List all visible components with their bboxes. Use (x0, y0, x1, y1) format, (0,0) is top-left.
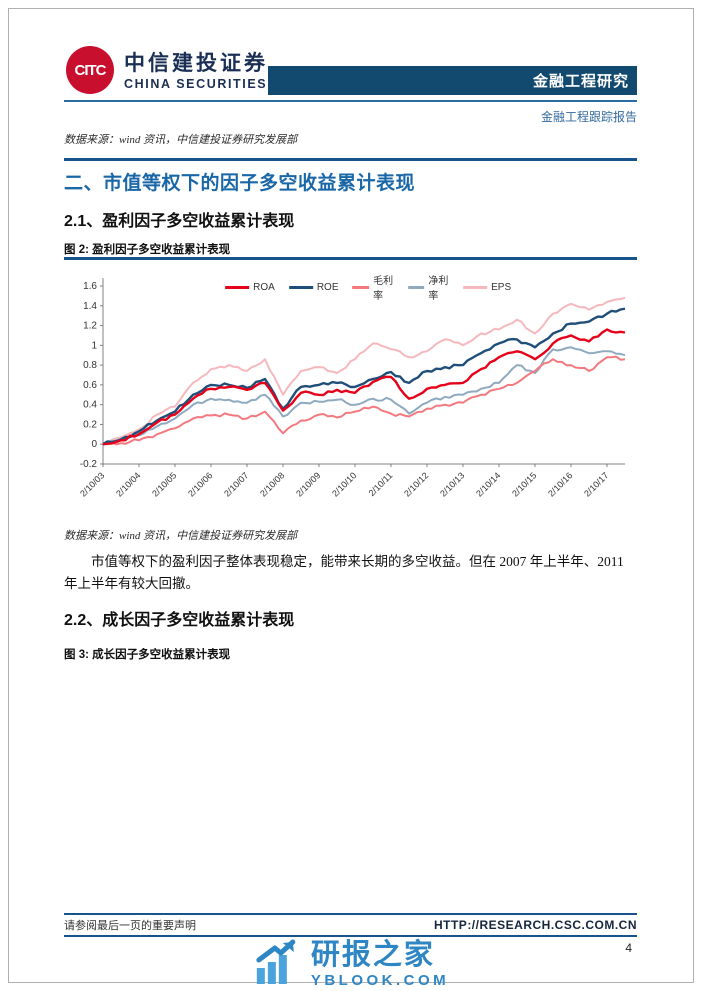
chart-source-note: 数据来源：wind 资讯，中信建投证券研究发展部 (64, 530, 298, 542)
report-type-label: 金融工程跟踪报告 (540, 110, 637, 124)
watermark: 研报之家 YBLOOK.COM (253, 938, 449, 991)
svg-text:0.4: 0.4 (83, 400, 97, 411)
svg-text:0.8: 0.8 (83, 360, 97, 371)
svg-text:2/10/09: 2/10/09 (294, 470, 322, 498)
svg-text:2/10/15: 2/10/15 (510, 470, 538, 498)
header-banner: 金融工程研究 (268, 66, 637, 95)
footer-disclaimer: 请参阅最后一页的重要声明 (64, 919, 196, 932)
svg-text:0: 0 (91, 439, 97, 450)
legend-label: EPS (491, 281, 512, 293)
svg-text:2/10/10: 2/10/10 (330, 470, 358, 498)
figure-2-rule (64, 257, 637, 260)
svg-text:0.6: 0.6 (83, 380, 97, 391)
legend-item-ROE: ROE (288, 281, 339, 293)
footer-rule-bottom (64, 935, 637, 937)
header-brand: CITC 中信建投证券 CHINA SECURITIES (64, 44, 268, 101)
chart-canvas: -0.2 0 0.2 0.4 0.6 0.8 1 1.2 1.4 1.6 2/10/03 2/10/0… (78, 278, 626, 499)
ybook-logo-icon (253, 938, 301, 991)
analysis-paragraph: 市值等权下的盈利因子整体表现稳定，能带来长期的多空收益。但在 2007 年上半年… (64, 554, 624, 591)
subsection-2-2-heading: 2.2、成长因子多空收益累计表现 (64, 612, 295, 629)
header-rule (64, 100, 637, 102)
legend-item-毛利率: 毛利率 (352, 272, 394, 302)
svg-text:1.2: 1.2 (83, 321, 97, 332)
svg-text:2/10/12: 2/10/12 (402, 470, 430, 498)
svg-text:2/10/16: 2/10/16 (546, 470, 574, 498)
svg-text:2/10/17: 2/10/17 (582, 470, 610, 498)
svg-text:1: 1 (91, 340, 97, 351)
footer-rule-top (64, 913, 637, 915)
svg-text:2/10/06: 2/10/06 (186, 470, 214, 498)
legend-label: 净利率 (428, 276, 449, 302)
brand-name-en: CHINA SECURITIES (124, 77, 268, 92)
svg-text:2/10/08: 2/10/08 (258, 470, 286, 498)
svg-text:2/10/03: 2/10/03 (78, 470, 106, 498)
footer-research-url: HTTP://RESEARCH.CSC.COM.CN (433, 917, 637, 932)
section-divider (64, 158, 637, 161)
figure-3-caption: 图 3: 成长因子多空收益累计表现 (64, 649, 231, 661)
section-heading: 二、市值等权下的因子多空收益累计表现 (64, 173, 416, 194)
legend-item-EPS: EPS (463, 282, 511, 293)
legend-swatch-icon (407, 285, 425, 289)
svg-text:2/10/05: 2/10/05 (150, 470, 178, 498)
svg-text:1.6: 1.6 (83, 281, 97, 292)
legend-swatch-icon (288, 285, 313, 289)
subsection-2-1-heading: 2.1、盈利因子多空收益累计表现 (64, 213, 295, 230)
svg-text:-0.2: -0.2 (80, 459, 98, 470)
brand-name-cn: 中信建投证券 (124, 52, 268, 76)
svg-text:2/10/14: 2/10/14 (474, 470, 502, 498)
legend-item-ROA: ROA (225, 282, 275, 293)
watermark-site: YBLOOK.COM (310, 971, 450, 989)
watermark-name: 研报之家 (310, 939, 435, 972)
svg-text:CITC: CITC (75, 62, 107, 79)
legend-label: ROA (253, 281, 275, 293)
figure-2-caption: 图 2: 盈利因子多空收益累计表现 (64, 244, 231, 256)
page-number: 4 (625, 941, 632, 955)
svg-text:2/10/13: 2/10/13 (438, 470, 466, 498)
svg-text:2/10/11: 2/10/11 (367, 470, 395, 498)
legend-swatch-icon (463, 285, 488, 289)
legend-label: ROE (316, 281, 339, 293)
legend-swatch-icon (352, 285, 370, 289)
profit-factor-chart: -0.2 0 0.2 0.4 0.6 0.8 1 1.2 1.4 1.6 2/10/03 2/10/0… (65, 264, 637, 516)
svg-text:2/10/07: 2/10/07 (222, 470, 250, 498)
legend-swatch-icon (225, 285, 250, 289)
svg-text:2/10/04: 2/10/04 (114, 470, 142, 498)
svg-text:0.2: 0.2 (83, 419, 97, 430)
top-source-note: 数据来源：wind 资讯，中信建投证券研究发展部 (64, 134, 298, 146)
legend-item-净利率: 净利率 (407, 272, 449, 302)
chart-legend: ROA ROE 毛利率 净利率 EPS (225, 272, 511, 302)
legend-label: 毛利率 (373, 276, 394, 302)
citic-logo-icon: CITC (64, 44, 116, 101)
svg-text:1.4: 1.4 (83, 301, 97, 312)
